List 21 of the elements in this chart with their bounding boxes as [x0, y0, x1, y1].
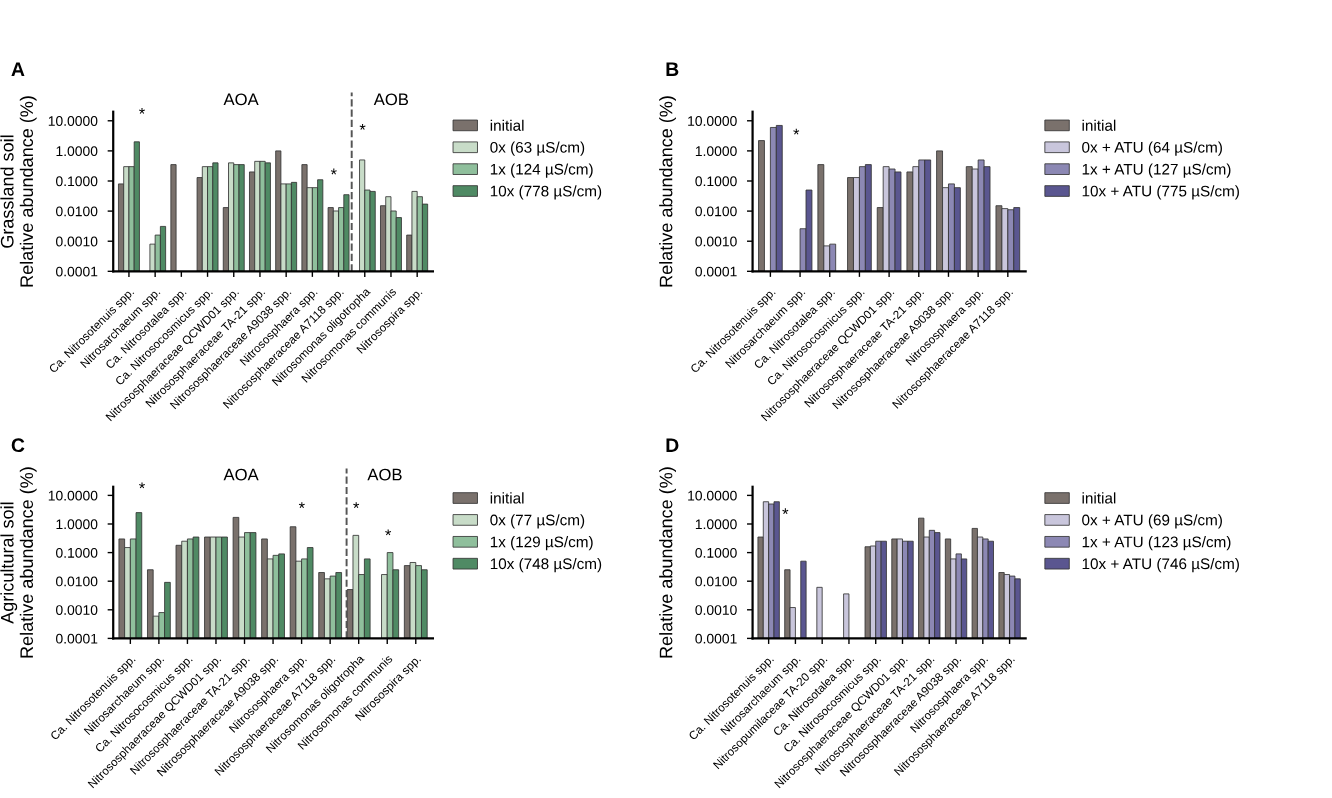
chart-title: C [11, 438, 25, 453]
annotation: * [359, 123, 366, 130]
chart-title: D [666, 438, 679, 452]
annotation: * [330, 168, 337, 175]
text: AOB [373, 93, 409, 106]
text: AOA [223, 468, 259, 481]
annotation: * [139, 482, 145, 489]
annotation: * [139, 107, 145, 114]
text: AOB [367, 468, 402, 481]
annotation: * [353, 502, 360, 509]
annotation: * [793, 128, 800, 135]
y-axis-title: Relative abundance (%) [659, 467, 676, 658]
y-axis-title: Agricultural soil Relative abundance (%) [0, 467, 37, 658]
chart-title: B [666, 62, 679, 76]
text: AOA [223, 93, 259, 106]
chart-title: A [11, 62, 25, 76]
y-axis-title: Grassland soil Relative abundance (%) [0, 96, 37, 287]
annotation: * [385, 529, 392, 536]
y-axis-title: Relative abundance (%) [659, 96, 676, 287]
annotation: * [298, 502, 305, 509]
annotation: * [782, 508, 789, 515]
